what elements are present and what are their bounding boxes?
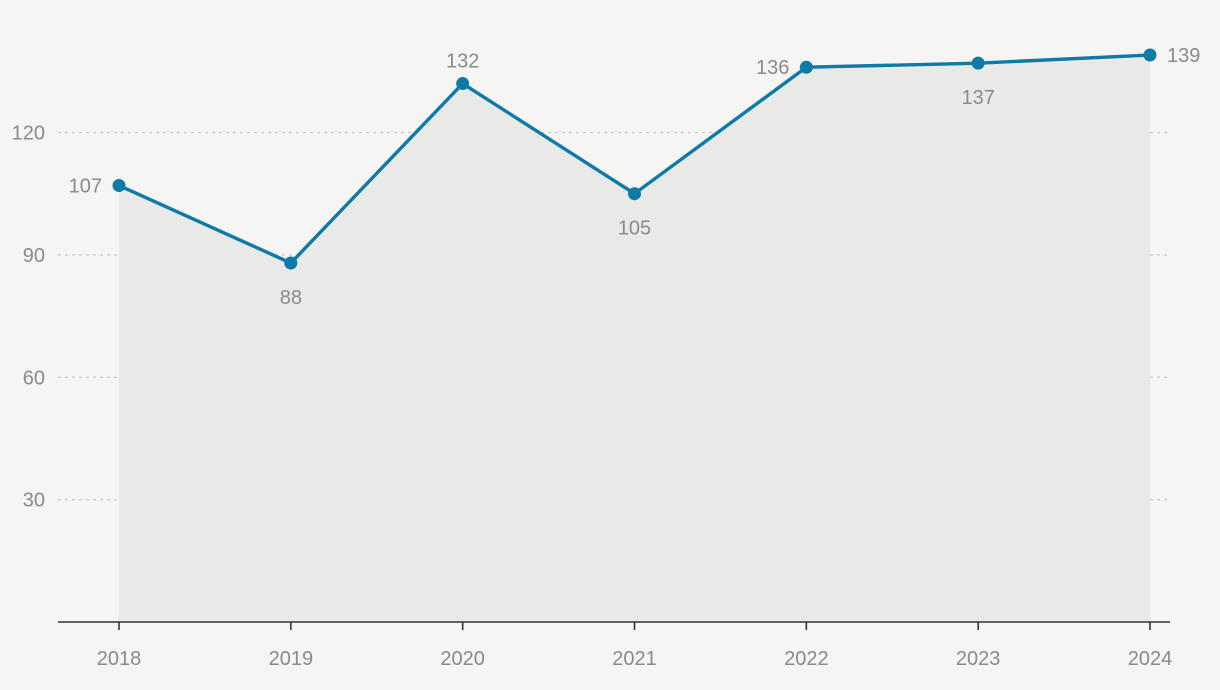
data-point[interactable] [799, 60, 813, 74]
x-tick-label: 2020 [440, 648, 485, 670]
data-point[interactable] [628, 187, 641, 201]
y-tick-label: 30 [23, 490, 45, 512]
data-label: 105 [618, 218, 651, 240]
x-tick-label: 2024 [1128, 648, 1173, 670]
labels-layer: 30 60 90 120 2018 2019 2020 2021 2022 2023 2024 107… [12, 45, 1201, 670]
y-tick-label: 120 [12, 123, 45, 145]
series-layer [112, 48, 1157, 270]
data-label: 107 [69, 176, 102, 198]
x-tick-label: 2019 [269, 648, 314, 670]
data-point[interactable] [1143, 48, 1157, 62]
x-tick-label: 2018 [97, 648, 142, 670]
axes [58, 621, 1170, 630]
x-tick-label: 2023 [956, 648, 1001, 670]
x-tick-label: 2022 [784, 648, 829, 670]
data-point[interactable] [456, 77, 470, 91]
data-label: 137 [961, 87, 994, 109]
area-fill [119, 55, 1150, 622]
data-label: 88 [280, 287, 302, 309]
x-tick-label: 2021 [612, 648, 657, 670]
area-layer [119, 55, 1150, 622]
data-label: 132 [446, 51, 479, 73]
y-tick-label: 90 [23, 245, 45, 267]
data-point[interactable] [112, 179, 126, 193]
y-tick-label: 60 [23, 367, 45, 389]
data-label: 139 [1167, 45, 1200, 67]
data-point[interactable] [971, 56, 985, 70]
data-label: 136 [756, 57, 789, 79]
data-point[interactable] [284, 256, 298, 270]
